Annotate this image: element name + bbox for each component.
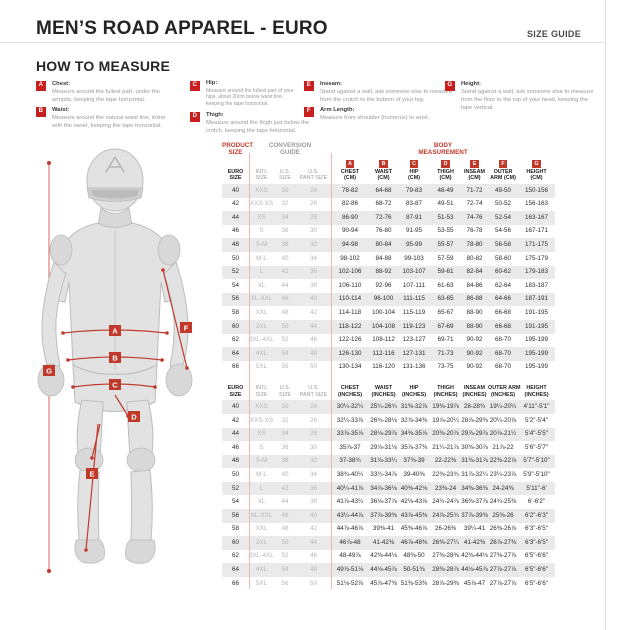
svg-text:G: G <box>46 367 52 376</box>
svg-text:D: D <box>131 413 137 422</box>
svg-text:A: A <box>112 327 118 336</box>
svg-text:C: C <box>112 381 118 390</box>
svg-text:B: B <box>112 354 118 363</box>
svg-text:F: F <box>184 324 189 333</box>
svg-text:E: E <box>89 470 94 479</box>
